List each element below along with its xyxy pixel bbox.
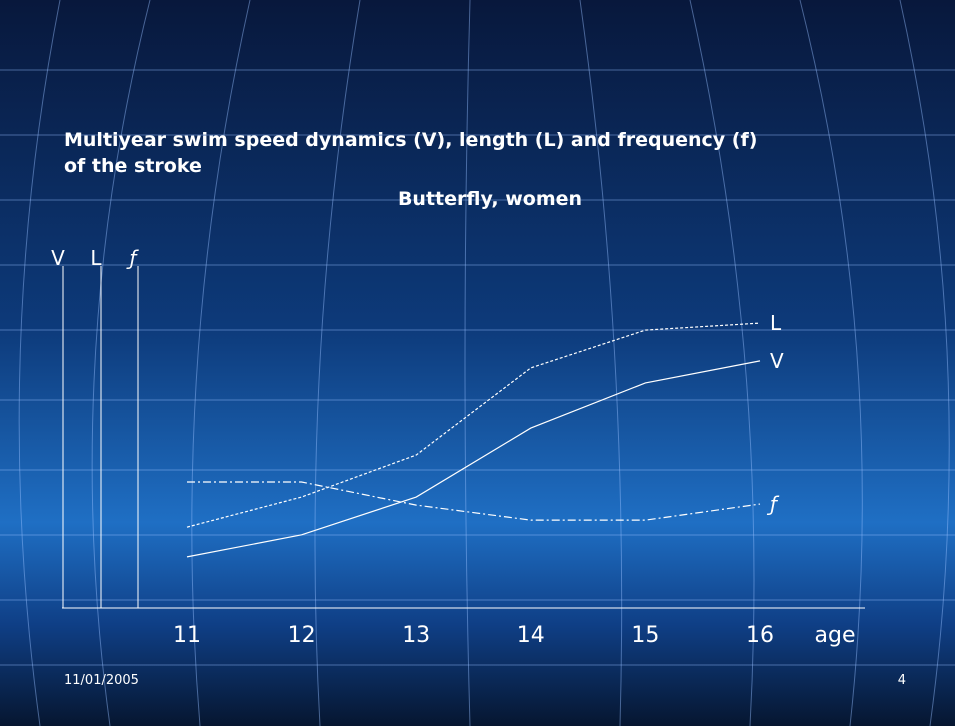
x-tick-label: 13 — [402, 623, 430, 648]
x-tick-label: 16 — [746, 623, 774, 648]
series-label: L — [770, 311, 782, 335]
x-axis-label: age — [815, 623, 856, 648]
chart-subtitle: Butterfly, women — [398, 188, 582, 210]
date: 11/01/2005 — [64, 673, 139, 688]
y-axis-label: L — [90, 246, 102, 270]
x-tick-label: 15 — [631, 623, 659, 648]
title-line: Multiyear swim speed dynamics (V), lengt… — [64, 129, 757, 151]
page-number: 4 — [898, 673, 906, 688]
background — [0, 0, 955, 726]
series-label: V — [770, 349, 784, 373]
x-tick-label: 14 — [517, 623, 545, 648]
x-tick-label: 12 — [288, 623, 316, 648]
slide: Multiyear swim speed dynamics (V), lengt… — [0, 0, 955, 726]
y-axis-label: V — [51, 246, 65, 270]
x-tick-label: 11 — [173, 623, 201, 648]
title-line: of the stroke — [64, 155, 202, 177]
